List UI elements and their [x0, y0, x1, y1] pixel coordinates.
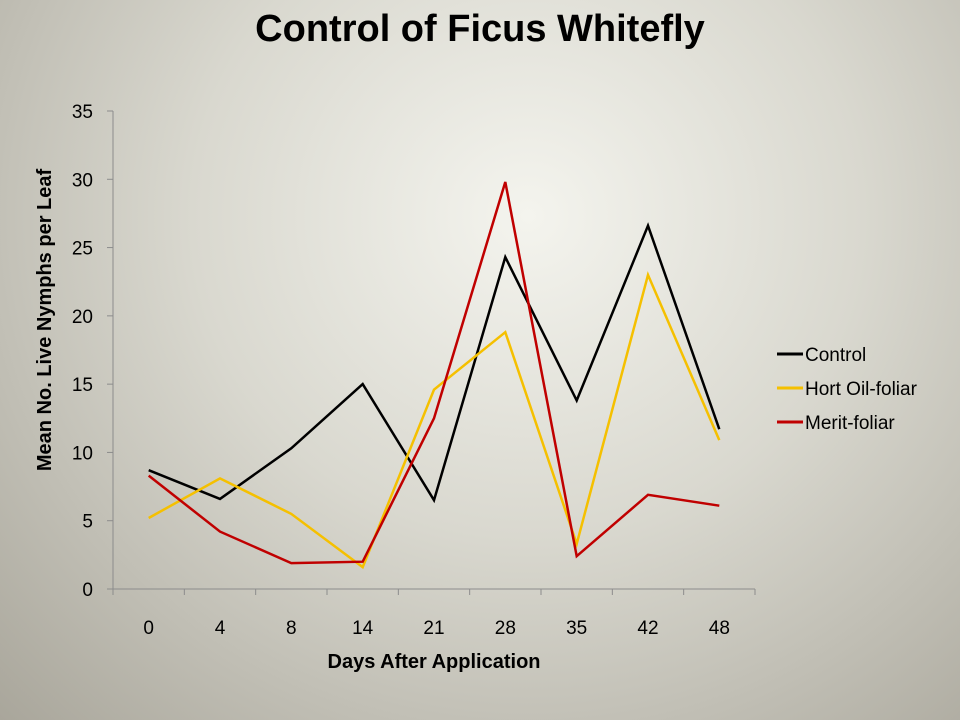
y-tick-label: 30	[72, 170, 93, 191]
y-tick-label: 15	[72, 375, 93, 396]
x-tick-label: 14	[352, 618, 374, 639]
y-tick-label: 10	[72, 443, 93, 464]
x-tick-label: 0	[143, 618, 154, 639]
y-tick-label: 20	[72, 307, 93, 328]
x-axis-title: Days After Application	[328, 651, 541, 673]
x-tick-label: 42	[637, 618, 658, 639]
y-axis-title: Mean No. Live Nymphs per Leaf	[34, 169, 56, 472]
y-tick-label: 0	[82, 580, 93, 601]
chart-title: Control of Ficus Whitefly	[255, 8, 705, 50]
y-tick-label: 35	[72, 102, 93, 123]
series-line-control	[148, 222, 721, 504]
y-tick-label: 25	[72, 239, 93, 260]
x-tick-label: 28	[495, 618, 516, 639]
legend-label: Hort Oil-foliar	[805, 379, 918, 400]
x-tick-label: 8	[286, 618, 297, 639]
legend-label: Merit-foliar	[805, 413, 895, 434]
chart-legend: Control Hort Oil-foliar Merit-foliar	[777, 345, 918, 434]
x-tick-label: 4	[215, 618, 226, 639]
legend-label: Control	[805, 345, 866, 366]
chart-series-lines	[147, 181, 721, 570]
series-line-merit-foliar	[147, 181, 720, 565]
series-line-hort-oil-foliar	[148, 271, 721, 570]
x-tick-label: 35	[566, 618, 587, 639]
x-tick-label: 21	[423, 618, 444, 639]
x-tick-label: 48	[709, 618, 730, 639]
y-tick-label: 5	[82, 512, 93, 533]
